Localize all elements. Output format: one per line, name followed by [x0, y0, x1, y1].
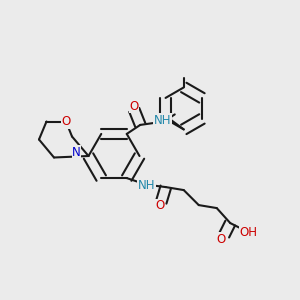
Text: O: O [155, 199, 164, 212]
Text: NH: NH [137, 179, 155, 192]
Text: N: N [72, 146, 81, 159]
Text: NH: NH [154, 114, 172, 127]
Text: O: O [217, 233, 226, 246]
Text: O: O [61, 115, 70, 128]
Text: O: O [130, 100, 139, 113]
Text: OH: OH [239, 226, 257, 238]
